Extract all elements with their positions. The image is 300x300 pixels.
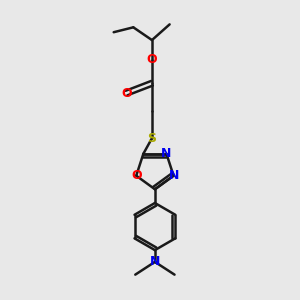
Text: O: O	[131, 169, 142, 182]
Text: O: O	[121, 87, 132, 100]
Text: S: S	[148, 132, 157, 145]
Text: N: N	[161, 147, 172, 160]
Text: N: N	[168, 169, 179, 182]
Text: N: N	[150, 255, 160, 268]
Text: O: O	[147, 53, 157, 66]
